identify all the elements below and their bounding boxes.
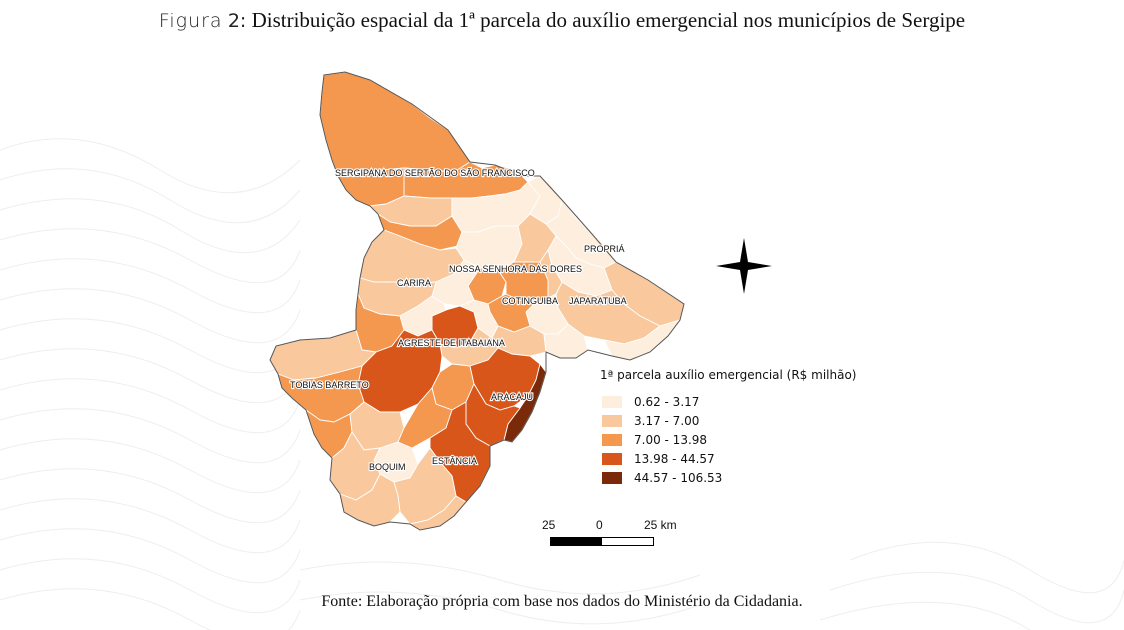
label-sertao: SERGIPANA DO SERTÃO DO SÃO FRANCISCO: [335, 168, 535, 178]
scale-segment-white: [602, 538, 653, 545]
label-aracaju: ARACAJU: [491, 392, 533, 402]
figure-title: Figura 2: Distribuição espacial da 1ª pa…: [0, 8, 1124, 33]
legend-swatch: [602, 452, 622, 465]
legend-label: 7.00 - 13.98: [634, 432, 708, 447]
legend-label: 44.57 - 106.53: [634, 470, 723, 485]
map-labels: SERGIPANA DO SERTÃO DO SÃO FRANCISCO PRO…: [289, 167, 628, 473]
legend-swatch: [602, 433, 622, 446]
legend-swatch: [602, 414, 622, 427]
scale-mid-label: 0: [596, 518, 603, 532]
label-estancia: ESTÂNCIA: [432, 456, 477, 466]
label-boquim: BOQUIM: [369, 462, 406, 472]
north-arrow-icon: [716, 238, 772, 294]
map-legend: 1ª parcela auxílio emergencial (R$ milhã…: [600, 368, 856, 487]
scale-right-label: 25 km: [644, 518, 677, 532]
scale-bar-graphic: [550, 537, 654, 546]
figure-title-text: Distribuição espacial da 1ª parcela do a…: [251, 8, 966, 32]
legend-label: 13.98 - 44.57: [634, 451, 715, 466]
legend-swatch: [602, 395, 622, 408]
label-tobias: TOBIAS BARRETO: [290, 380, 369, 390]
label-cotinguiba: COTINGUIBA: [502, 296, 558, 306]
legend-item: 0.62 - 3.17: [602, 392, 856, 411]
scale-left-label: 25: [542, 518, 556, 532]
legend-label: 3.17 - 7.00: [634, 413, 700, 428]
legend-swatch: [602, 471, 622, 484]
label-nossa-senhora: NOSSA SENHORA DAS DORES: [449, 264, 582, 274]
label-propria: PROPRIÁ: [584, 244, 625, 254]
municipality-canindé: [319, 71, 471, 177]
label-carira: CARIRA: [397, 278, 431, 288]
label-japaratuba: JAPARATUBA: [569, 296, 627, 306]
figure-number: 2:: [227, 10, 247, 32]
scale-segment-black: [551, 538, 602, 545]
scale-bar: 25 0 25 km: [540, 518, 677, 552]
legend-item: 7.00 - 13.98: [602, 430, 856, 449]
legend-item: 44.57 - 106.53: [602, 468, 856, 487]
legend-title: 1ª parcela auxílio emergencial (R$ milhã…: [600, 368, 857, 382]
figure-prefix: Figura: [158, 10, 223, 32]
sergipe-map: SERGIPANA DO SERTÃO DO SÃO FRANCISCO PRO…: [269, 71, 685, 531]
state-outline: [269, 71, 685, 531]
label-agreste: AGRESTE DE ITABAIANA: [398, 338, 505, 348]
legend-item: 13.98 - 44.57: [602, 449, 856, 468]
source-note: Fonte: Elaboração própria com base nos d…: [321, 593, 803, 610]
legend-label: 0.62 - 3.17: [634, 394, 700, 409]
legend-item: 3.17 - 7.00: [602, 411, 856, 430]
